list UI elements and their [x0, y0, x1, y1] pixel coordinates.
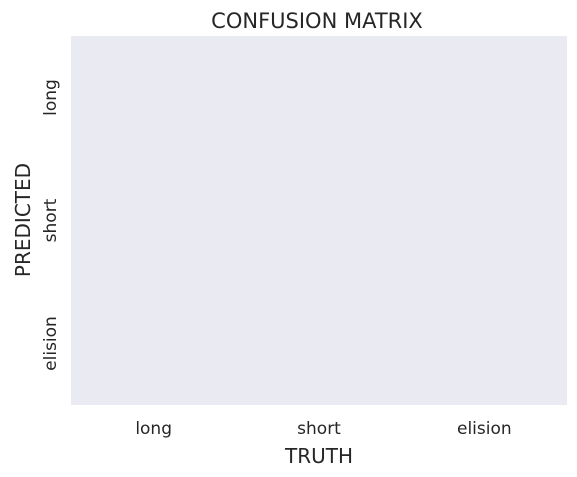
plot-area: [71, 36, 567, 405]
x-tick-label-elision: elision: [457, 419, 512, 439]
x-tick-label-short: short: [297, 419, 341, 439]
chart-title: CONFUSION MATRIX: [211, 9, 423, 33]
y-tick-labels: long short elision: [41, 79, 61, 371]
y-tick-label-elision: elision: [41, 316, 61, 371]
x-axis-label: TRUTH: [284, 444, 353, 468]
y-axis-label: PREDICTED: [11, 163, 35, 277]
x-tick-labels: long short elision: [135, 419, 511, 439]
x-tick-label-long: long: [135, 419, 172, 439]
y-tick-label-short: short: [41, 198, 61, 242]
y-tick-label-long: long: [41, 79, 61, 116]
